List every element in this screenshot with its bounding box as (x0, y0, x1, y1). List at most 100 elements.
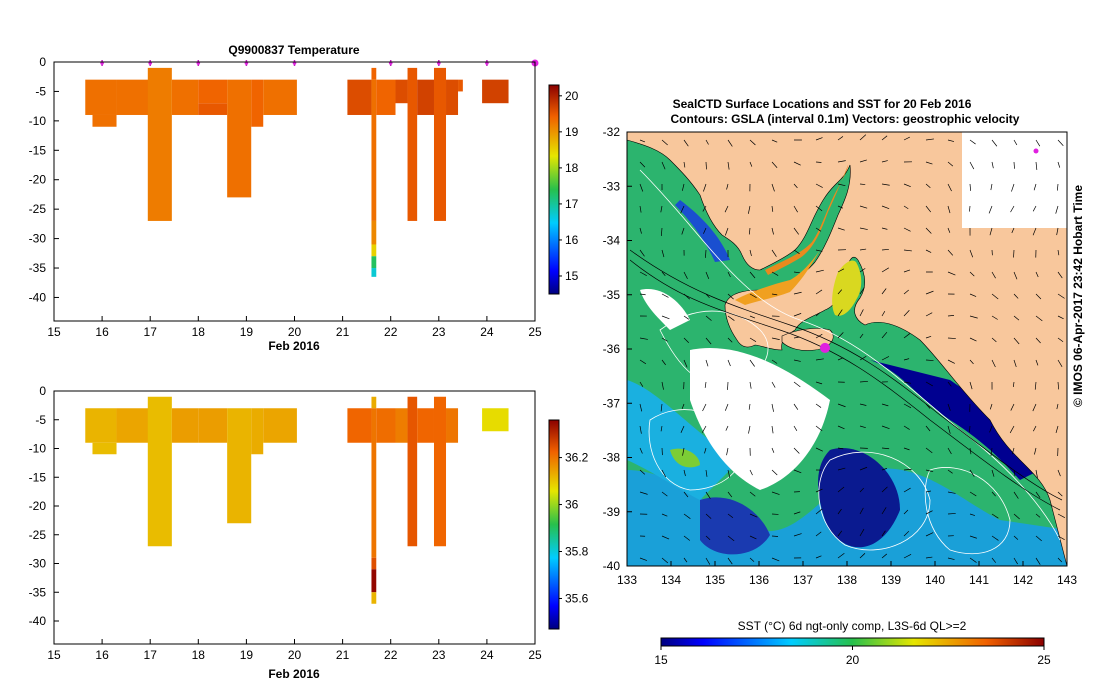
velocity-vector (859, 287, 865, 295)
velocity-vector (859, 309, 864, 317)
y-tick-label: -20 (29, 499, 47, 513)
temperature-cells (85, 67, 509, 277)
velocity-vector (771, 359, 778, 364)
warm-patch (670, 448, 700, 468)
velocity-vector (639, 359, 647, 365)
velocity-vector (680, 205, 685, 214)
salinity-x-label: Feb 2016 (268, 667, 320, 681)
velocity-vector (1035, 469, 1038, 478)
island-marker (1033, 148, 1039, 154)
velocity-vector (793, 227, 799, 235)
velocity-vector (771, 425, 774, 434)
velocity-vector (925, 161, 933, 165)
velocity-vector (903, 447, 910, 451)
salinity-panel: 15 16 17 18 19 20 21 22 23 24 25 0 -5 -10 -15 -20 -25 -3… (29, 384, 589, 681)
velocity-vector (725, 425, 729, 431)
velocity-vector (991, 337, 997, 343)
velocity-vector (705, 359, 709, 367)
x-tick-label: 16 (95, 325, 109, 339)
velocity-vector (1057, 293, 1065, 299)
velocity-vector (1057, 557, 1063, 563)
velocity-vector (705, 249, 707, 258)
salinity-colorbar-ticks: 35.6 35.8 36 36.2 (559, 451, 589, 605)
velocity-vector (947, 425, 951, 434)
velocity-vector (815, 358, 824, 361)
velocity-vector (704, 381, 707, 388)
velocity-vector (881, 553, 888, 559)
velocity-vector (859, 248, 867, 251)
velocity-vector (837, 486, 845, 493)
velocity-vector (771, 337, 780, 340)
velocity-vector (969, 381, 973, 390)
data-cell (116, 408, 151, 443)
y-tick-label: -15 (29, 143, 47, 157)
velocity-vector (1013, 469, 1016, 477)
data-cell (85, 408, 117, 443)
sst-map-panel: SealCTD Surface Locations and SST for 20… (603, 97, 1085, 667)
velocity-vector (859, 466, 868, 471)
velocity-vector (903, 269, 911, 273)
velocity-vector (859, 268, 866, 273)
sst-colorbar-tick-label: 25 (1037, 653, 1051, 667)
map-y-tick-label: -33 (603, 179, 621, 193)
velocity-vector (703, 227, 707, 234)
velocity-vector (793, 336, 800, 339)
colorbar-tick-label: 18 (565, 161, 579, 175)
velocity-vector (702, 403, 707, 412)
map-y-axis: -32 -33 -34 -35 -36 -37 -38 -39 -40 (603, 125, 632, 573)
data-cell (371, 268, 377, 277)
copyright-label: © IMOS 06-Apr-2017 23:42 Hobart Time (1071, 185, 1085, 407)
velocity-vector (859, 553, 866, 559)
velocity-vector (903, 487, 911, 493)
data-cell (198, 408, 228, 443)
velocity-vector (881, 530, 886, 537)
data-cell (371, 557, 377, 570)
colorbar-tick-label: 16 (565, 233, 579, 247)
velocity-vector (925, 183, 931, 189)
data-cell (433, 396, 447, 547)
velocity-vector (661, 337, 668, 342)
velocity-vector (969, 491, 977, 497)
velocity-vector (683, 315, 689, 320)
velocity-vector (1013, 557, 1018, 565)
velocity-vector (837, 425, 845, 430)
velocity-vector (969, 293, 977, 297)
velocity-vector (1057, 249, 1060, 256)
sst-colorbar-ticks: 15 20 25 (654, 646, 1051, 667)
velocity-vector (947, 447, 952, 455)
velocity-vector (947, 227, 951, 233)
velocity-vector (749, 557, 755, 562)
velocity-vector (903, 136, 910, 141)
sst-colorbar-tick-label: 15 (654, 653, 668, 667)
y-tick-label: 0 (39, 384, 46, 398)
velocity-vector (771, 183, 775, 192)
velocity-vector (639, 381, 644, 387)
velocity-vector (1011, 447, 1015, 455)
map-y-tick-label: -36 (603, 342, 621, 356)
coastal-cold-strip (675, 200, 730, 262)
data-cell (417, 408, 434, 443)
velocity-vector (881, 468, 888, 471)
velocity-vector (969, 183, 971, 191)
velocity-vector (969, 161, 975, 170)
data-cell (171, 408, 199, 443)
velocity-vector (793, 183, 798, 189)
velocity-vector (1057, 139, 1064, 146)
australia-land (627, 132, 1067, 566)
velocity-vector (815, 425, 823, 432)
velocity-vector (1009, 425, 1015, 434)
velocity-vector (724, 227, 729, 236)
velocity-vector (682, 447, 685, 456)
velocity-vector (947, 557, 955, 560)
data-cell (433, 67, 447, 221)
y-tick-label: -10 (29, 114, 47, 128)
velocity-vector (683, 535, 691, 541)
velocity-vector (925, 532, 934, 537)
velocity-vector (925, 403, 931, 409)
velocity-vector (749, 139, 756, 146)
velocity-vector (925, 447, 933, 454)
velocity-vector (749, 359, 755, 367)
velocity-vector (837, 309, 843, 317)
velocity-vector (639, 447, 643, 454)
cold-eddy-2 (700, 497, 770, 555)
